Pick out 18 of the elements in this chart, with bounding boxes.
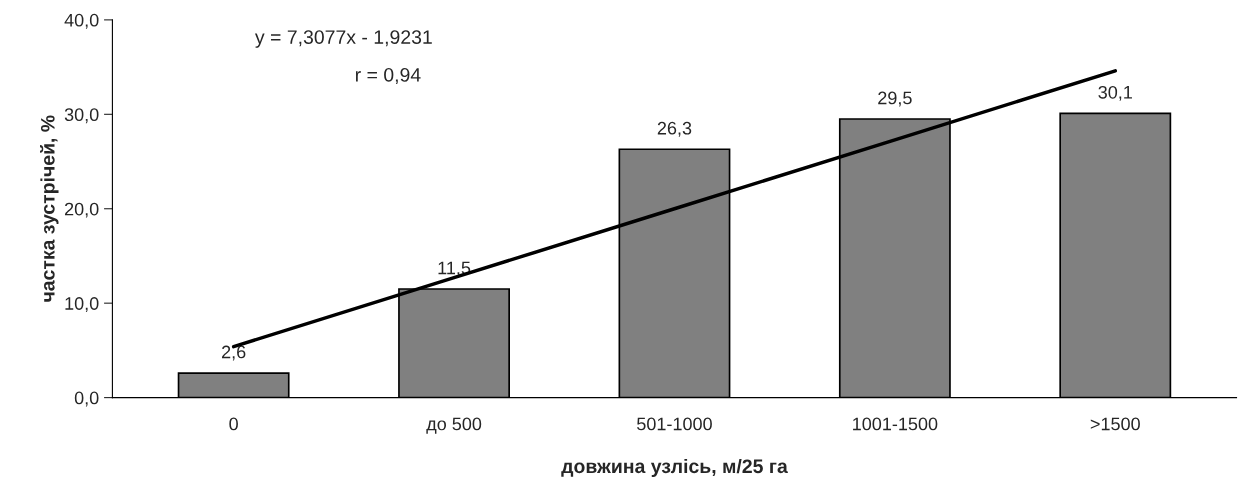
y-tick-label: 0,0 [74, 391, 99, 407]
x-tick-label: 1001-1500 [853, 417, 938, 431]
x-tick-label: 501-1000 [637, 417, 712, 431]
y-tick-label: 20,0 [64, 202, 99, 218]
data-label: 26,3 [657, 121, 692, 137]
annotation: r = 0,94 [355, 67, 421, 85]
annotation: y = 7,3077x - 1,9231 [254, 30, 432, 48]
y-tick-label: 10,0 [65, 297, 99, 313]
y-axis-title: частка зустрічей, % [40, 115, 59, 302]
data-label: 29,5 [878, 91, 912, 107]
data-label: 30,1 [1098, 85, 1132, 101]
x-tick-label: 0 [229, 417, 238, 431]
x-tick-label: >1500 [1090, 417, 1140, 431]
y-tick-label: 30,0 [64, 108, 99, 124]
x-axis-title: довжина узлісь, м/25 га [561, 458, 788, 477]
y-tick-label: 40,0 [64, 13, 99, 29]
x-tick-label: до 500 [426, 417, 482, 434]
data-label: 2,6 [222, 345, 246, 361]
